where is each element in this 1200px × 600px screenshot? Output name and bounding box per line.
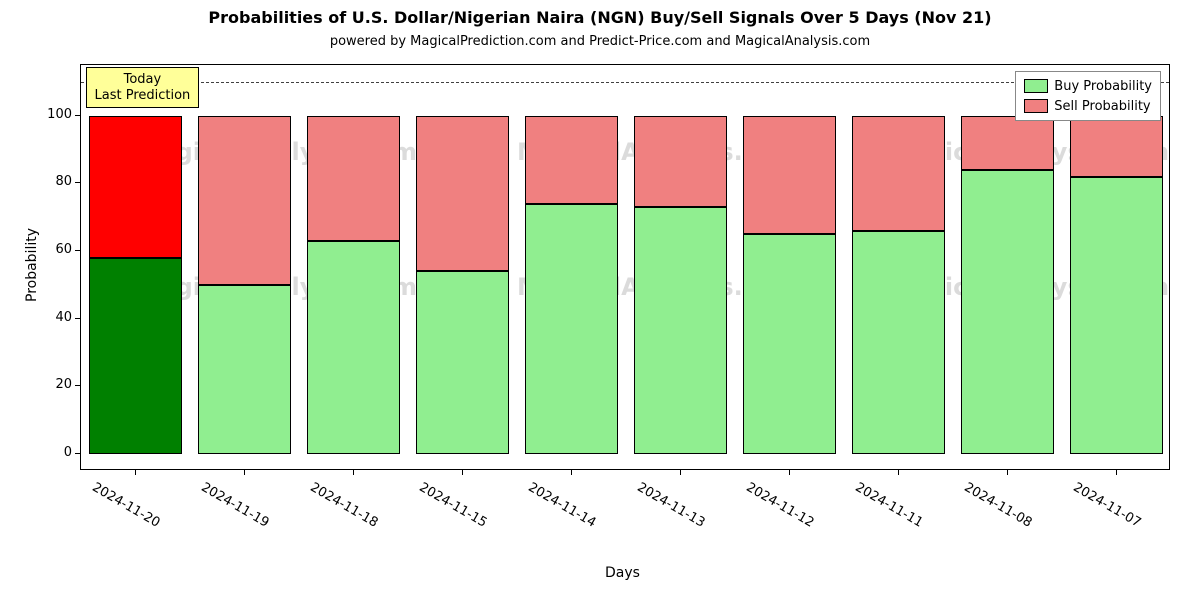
x-axis-label: Days	[605, 565, 640, 581]
annotation-line1: Today	[95, 72, 191, 88]
x-tick-mark	[462, 470, 463, 475]
bar-sell	[416, 116, 510, 272]
x-tick-label: 2024-11-07	[1070, 480, 1143, 531]
bar-buy	[416, 271, 510, 454]
y-tick-mark	[75, 318, 80, 319]
bar-sell	[525, 116, 619, 204]
legend-label: Buy Probability	[1054, 79, 1152, 94]
x-tick-mark	[1007, 470, 1008, 475]
x-tick-label: 2024-11-19	[198, 480, 271, 531]
bar-buy	[634, 207, 728, 454]
legend-item: Sell Probability	[1024, 96, 1152, 116]
bar-buy	[961, 170, 1055, 454]
y-tick-label: 0	[64, 445, 72, 460]
bar-sell	[852, 116, 946, 231]
y-tick-mark	[75, 182, 80, 183]
x-tick-mark	[898, 470, 899, 475]
y-axis-label: Probability	[24, 228, 40, 302]
bar-buy	[525, 204, 619, 454]
bar-buy	[743, 234, 837, 454]
x-tick-mark	[244, 470, 245, 475]
x-tick-label: 2024-11-14	[525, 480, 598, 531]
legend-swatch	[1024, 99, 1048, 113]
y-tick-label: 100	[47, 107, 72, 122]
figure: Probabilities of U.S. Dollar/Nigerian Na…	[0, 0, 1200, 600]
x-tick-label: 2024-11-20	[89, 480, 162, 531]
plot-area: MagicalAnalysis.comMagicalAnalysis.comMa…	[80, 64, 1170, 470]
x-tick-mark	[353, 470, 354, 475]
y-tick-label: 40	[55, 310, 72, 325]
x-tick-mark	[1116, 470, 1117, 475]
x-tick-mark	[789, 470, 790, 475]
bar-buy	[1070, 177, 1164, 454]
y-tick-label: 20	[55, 377, 72, 392]
legend-item: Buy Probability	[1024, 76, 1152, 96]
bar-buy	[852, 231, 946, 454]
bar-buy	[307, 241, 401, 454]
y-tick-mark	[75, 250, 80, 251]
chart-subtitle: powered by MagicalPrediction.com and Pre…	[0, 34, 1200, 49]
x-tick-label: 2024-11-13	[634, 480, 707, 531]
bar-buy	[198, 285, 292, 454]
y-tick-mark	[75, 115, 80, 116]
x-tick-mark	[571, 470, 572, 475]
x-tick-label: 2024-11-15	[416, 480, 489, 531]
y-tick-mark	[75, 453, 80, 454]
bar-sell	[1070, 116, 1164, 177]
legend-swatch	[1024, 79, 1048, 93]
x-tick-label: 2024-11-12	[743, 480, 816, 531]
bar-buy	[89, 258, 183, 454]
y-tick-label: 80	[55, 174, 72, 189]
x-tick-label: 2024-11-18	[307, 480, 380, 531]
bar-sell	[961, 116, 1055, 170]
bar-sell	[89, 116, 183, 258]
bar-sell	[198, 116, 292, 285]
bar-sell	[634, 116, 728, 207]
x-tick-label: 2024-11-08	[961, 480, 1034, 531]
bar-sell	[743, 116, 837, 234]
x-tick-mark	[680, 470, 681, 475]
bar-sell	[307, 116, 401, 241]
reference-line	[81, 82, 1169, 83]
y-tick-label: 60	[55, 242, 72, 257]
annotation-line2: Last Prediction	[95, 88, 191, 104]
legend-label: Sell Probability	[1054, 99, 1150, 114]
legend: Buy Probability Sell Probability	[1015, 71, 1161, 121]
x-tick-label: 2024-11-11	[852, 480, 925, 531]
today-annotation: Today Last Prediction	[86, 67, 200, 108]
x-tick-mark	[135, 470, 136, 475]
y-tick-mark	[75, 385, 80, 386]
chart-title: Probabilities of U.S. Dollar/Nigerian Na…	[0, 8, 1200, 27]
